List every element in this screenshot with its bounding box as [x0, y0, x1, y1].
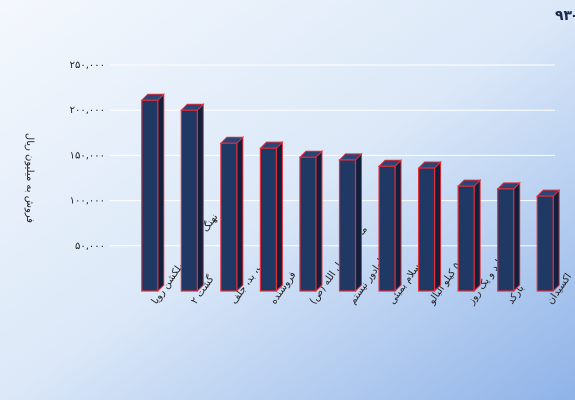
bar-front [180, 109, 198, 292]
bar [456, 178, 482, 293]
bar-front [457, 185, 475, 292]
bar [219, 135, 245, 293]
bar-front [141, 99, 159, 292]
bar-side [236, 135, 244, 293]
y-tick-label: ۱۰۰,۰۰۰ [70, 196, 105, 207]
chart-title: نمودار : فیلمهای با فروش بالای ۱۰۰ میلیا… [555, 8, 575, 24]
bar-side [394, 159, 402, 293]
bar-side [315, 150, 323, 293]
bar-front [220, 142, 238, 292]
bar [298, 150, 324, 293]
bar-side [355, 152, 362, 293]
bar-side [275, 140, 283, 293]
y-tick-label: ۱۵۰,۰۰۰ [70, 150, 105, 161]
bar-side [552, 188, 560, 293]
y-tick-label: ۲۰۰,۰۰۰ [70, 105, 105, 116]
bar-front [338, 159, 357, 292]
bar [180, 102, 205, 293]
bar [536, 188, 561, 293]
bar-front [497, 188, 515, 292]
bar [140, 93, 165, 293]
bar-side [513, 181, 521, 293]
bar [496, 181, 521, 293]
bar-front [299, 156, 317, 292]
bar-side [473, 178, 481, 293]
bar [259, 140, 284, 293]
bar-side [196, 102, 204, 293]
bar-front [536, 195, 554, 292]
bar [377, 159, 403, 293]
bar-front [378, 165, 396, 292]
y-axis-label: فروش به میلیون ریال [24, 133, 35, 223]
bar [417, 160, 442, 293]
bar-front [417, 167, 436, 292]
y-tick-label: ۵۰,۰۰۰ [75, 241, 105, 252]
bar [338, 152, 363, 293]
bar-side [434, 160, 442, 293]
bar-side [157, 93, 165, 293]
y-tick-label: ۲۵۰,۰۰۰ [70, 60, 105, 71]
bar-front [259, 147, 278, 292]
